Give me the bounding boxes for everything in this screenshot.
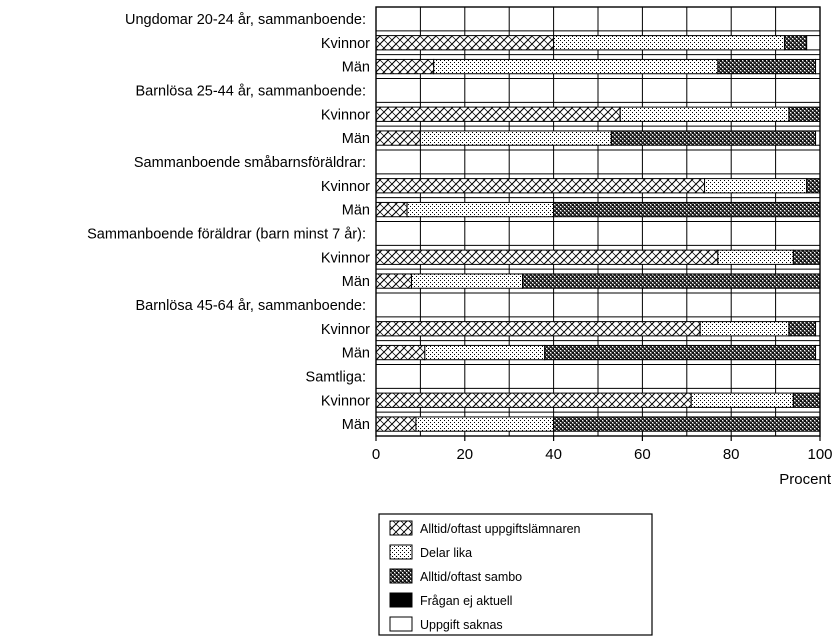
row-label: Män: [342, 274, 370, 290]
x-tick-label: 40: [545, 446, 562, 463]
group-label: Ungdomar 20-24 år, sammanboende:: [125, 12, 366, 28]
row-label: Kvinnor: [321, 36, 370, 52]
bar-segment: [783, 35, 808, 51]
legend-label: Frågan ej aktuell: [420, 594, 512, 608]
bar-segment: [433, 58, 719, 75]
bar-segment: [553, 416, 821, 432]
row-label: Män: [342, 417, 370, 433]
legend: Alltid/oftast uppgiftslämnaren Delar lika…: [378, 513, 653, 636]
bar-segment: [806, 178, 821, 194]
group-label: Sammanboende småbarnsföräldrar:: [134, 155, 366, 171]
x-axis: 0 20 40 60 80 100 Procent: [372, 436, 833, 488]
row-label: Kvinnor: [321, 179, 370, 195]
x-tick-label: 60: [634, 446, 651, 463]
bar-segment: [375, 273, 413, 289]
bar-segment: [792, 249, 821, 265]
legend-swatch: [389, 592, 413, 608]
bar-segment: [717, 58, 817, 75]
bar-segment: [375, 58, 435, 75]
bar-segment: [419, 130, 612, 146]
bar-segment: [522, 273, 821, 289]
row-label: Kvinnor: [321, 250, 370, 266]
legend-label: Delar lika: [420, 546, 472, 560]
bar-segment: [375, 416, 417, 432]
bar-segment: [375, 106, 621, 122]
row-label: Kvinnor: [321, 393, 370, 409]
legend-label: Uppgift saknas: [420, 618, 503, 632]
bar-segment: [690, 392, 794, 408]
bar-segment: [411, 273, 524, 289]
row-label: Män: [342, 60, 370, 76]
plot-frame: [375, 6, 821, 437]
group-label: Sammanboende föräldrar (barn minst 7 år)…: [87, 226, 366, 242]
legend-swatch: [389, 568, 413, 584]
bar-segment: [619, 106, 790, 122]
bar-segment: [375, 201, 408, 218]
bar-segment: [717, 249, 794, 265]
bar-segment: [424, 344, 546, 361]
x-tick-label: 0: [372, 446, 380, 463]
bar-segment: [553, 201, 821, 218]
legend-label: Alltid/oftast sambo: [420, 570, 522, 584]
bar-segment: [375, 321, 701, 337]
bar-segment: [788, 321, 817, 337]
bar-segment: [375, 35, 555, 51]
bar-segment: [375, 392, 692, 408]
bar-segment: [788, 106, 821, 122]
bar-segment: [699, 321, 790, 337]
row-label: Män: [342, 346, 370, 362]
bar-segment: [375, 178, 706, 194]
group-label: Barnlösa 45-64 år, sammanboende:: [135, 298, 366, 314]
bar-segment: [375, 249, 719, 265]
legend-box: [378, 513, 653, 636]
legend-swatch: [389, 616, 413, 632]
legend-label: Alltid/oftast uppgiftslämnaren: [420, 522, 581, 536]
bar-segment: [544, 344, 817, 361]
bar-segment: [375, 344, 426, 361]
bar-segment: [704, 178, 808, 194]
legend-swatch: [389, 520, 413, 536]
group-label: Barnlösa 25-44 år, sammanboende:: [135, 83, 366, 99]
bar-segment: [375, 130, 421, 146]
bar-segment: [792, 392, 821, 408]
bar-segment: [806, 35, 821, 51]
row-label: Kvinnor: [321, 322, 370, 338]
group-label: Samtliga:: [306, 369, 366, 385]
row-label: Män: [342, 131, 370, 147]
plot-area: [375, 6, 821, 437]
category-labels: Ungdomar 20-24 år, sammanboende: Kvinnor M…: [87, 12, 370, 433]
x-tick-label: 80: [723, 446, 740, 463]
bar-segment: [415, 416, 555, 432]
bar-segment: [553, 35, 785, 51]
bar-segment: [610, 130, 817, 146]
legend-swatch: [389, 544, 413, 560]
row-label: Kvinnor: [321, 107, 370, 123]
x-tick-label: 20: [456, 446, 473, 463]
x-axis-label: Procent: [779, 471, 832, 488]
bar-segment: [406, 201, 555, 218]
row-label: Män: [342, 203, 370, 219]
x-tick-label: 100: [807, 446, 832, 463]
